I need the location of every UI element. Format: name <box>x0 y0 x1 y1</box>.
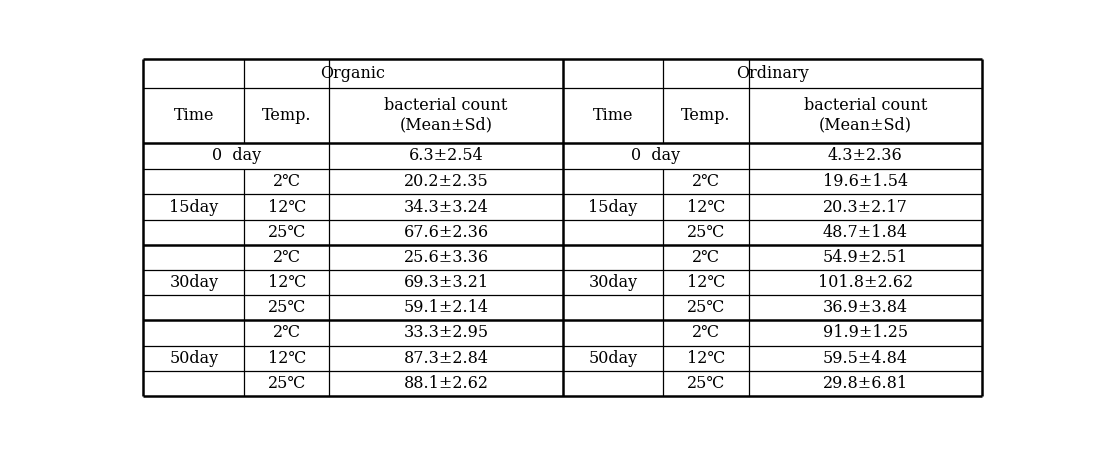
Text: 67.6±2.36: 67.6±2.36 <box>404 224 489 241</box>
Text: 2℃: 2℃ <box>272 324 301 342</box>
Text: 25℃: 25℃ <box>687 224 725 241</box>
Text: 0  day: 0 day <box>631 148 681 164</box>
Text: Ordinary: Ordinary <box>736 65 809 81</box>
Text: 87.3±2.84: 87.3±2.84 <box>404 350 489 367</box>
Text: 12℃: 12℃ <box>268 274 306 291</box>
Text: Temp.: Temp. <box>262 107 312 124</box>
Text: 2℃: 2℃ <box>692 249 720 266</box>
Text: 29.8±6.81: 29.8±6.81 <box>822 375 908 392</box>
Text: 15day: 15day <box>589 198 638 216</box>
Text: bacterial count
(Mean±Sd): bacterial count (Mean±Sd) <box>804 97 927 133</box>
Text: 33.3±2.95: 33.3±2.95 <box>404 324 489 342</box>
Text: 2℃: 2℃ <box>272 173 301 190</box>
Text: Time: Time <box>173 107 214 124</box>
Text: 6.3±2.54: 6.3±2.54 <box>408 148 483 164</box>
Text: 0  day: 0 day <box>212 148 261 164</box>
Text: 20.2±2.35: 20.2±2.35 <box>404 173 489 190</box>
Text: 2℃: 2℃ <box>692 173 720 190</box>
Text: 12℃: 12℃ <box>268 350 306 367</box>
Text: 48.7±1.84: 48.7±1.84 <box>822 224 908 241</box>
Text: Organic: Organic <box>321 65 385 81</box>
Text: 69.3±3.21: 69.3±3.21 <box>404 274 489 291</box>
Text: 59.5±4.84: 59.5±4.84 <box>822 350 908 367</box>
Text: 12℃: 12℃ <box>687 350 725 367</box>
Text: 25℃: 25℃ <box>268 224 306 241</box>
Text: 54.9±2.51: 54.9±2.51 <box>822 249 908 266</box>
Text: 88.1±2.62: 88.1±2.62 <box>404 375 489 392</box>
Text: 25℃: 25℃ <box>268 375 306 392</box>
Text: 59.1±2.14: 59.1±2.14 <box>404 299 489 316</box>
Text: 25℃: 25℃ <box>687 375 725 392</box>
Text: 4.3±2.36: 4.3±2.36 <box>828 148 903 164</box>
Text: 12℃: 12℃ <box>268 198 306 216</box>
Text: 30day: 30day <box>169 274 219 291</box>
Text: 30day: 30day <box>589 274 638 291</box>
Text: bacterial count
(Mean±Sd): bacterial count (Mean±Sd) <box>384 97 507 133</box>
Text: Temp.: Temp. <box>682 107 731 124</box>
Text: 2℃: 2℃ <box>692 324 720 342</box>
Text: 36.9±3.84: 36.9±3.84 <box>822 299 908 316</box>
Text: 91.9±1.25: 91.9±1.25 <box>822 324 908 342</box>
Text: 25℃: 25℃ <box>687 299 725 316</box>
Text: 50day: 50day <box>589 350 638 367</box>
Text: 12℃: 12℃ <box>687 274 725 291</box>
Text: 25℃: 25℃ <box>268 299 306 316</box>
Text: 20.3±2.17: 20.3±2.17 <box>822 198 908 216</box>
Text: 12℃: 12℃ <box>687 198 725 216</box>
Text: Time: Time <box>593 107 634 124</box>
Text: 19.6±1.54: 19.6±1.54 <box>822 173 908 190</box>
Text: 101.8±2.62: 101.8±2.62 <box>818 274 912 291</box>
Text: 25.6±3.36: 25.6±3.36 <box>404 249 489 266</box>
Text: 50day: 50day <box>169 350 219 367</box>
Text: 2℃: 2℃ <box>272 249 301 266</box>
Text: 34.3±3.24: 34.3±3.24 <box>404 198 489 216</box>
Text: 15day: 15day <box>169 198 219 216</box>
